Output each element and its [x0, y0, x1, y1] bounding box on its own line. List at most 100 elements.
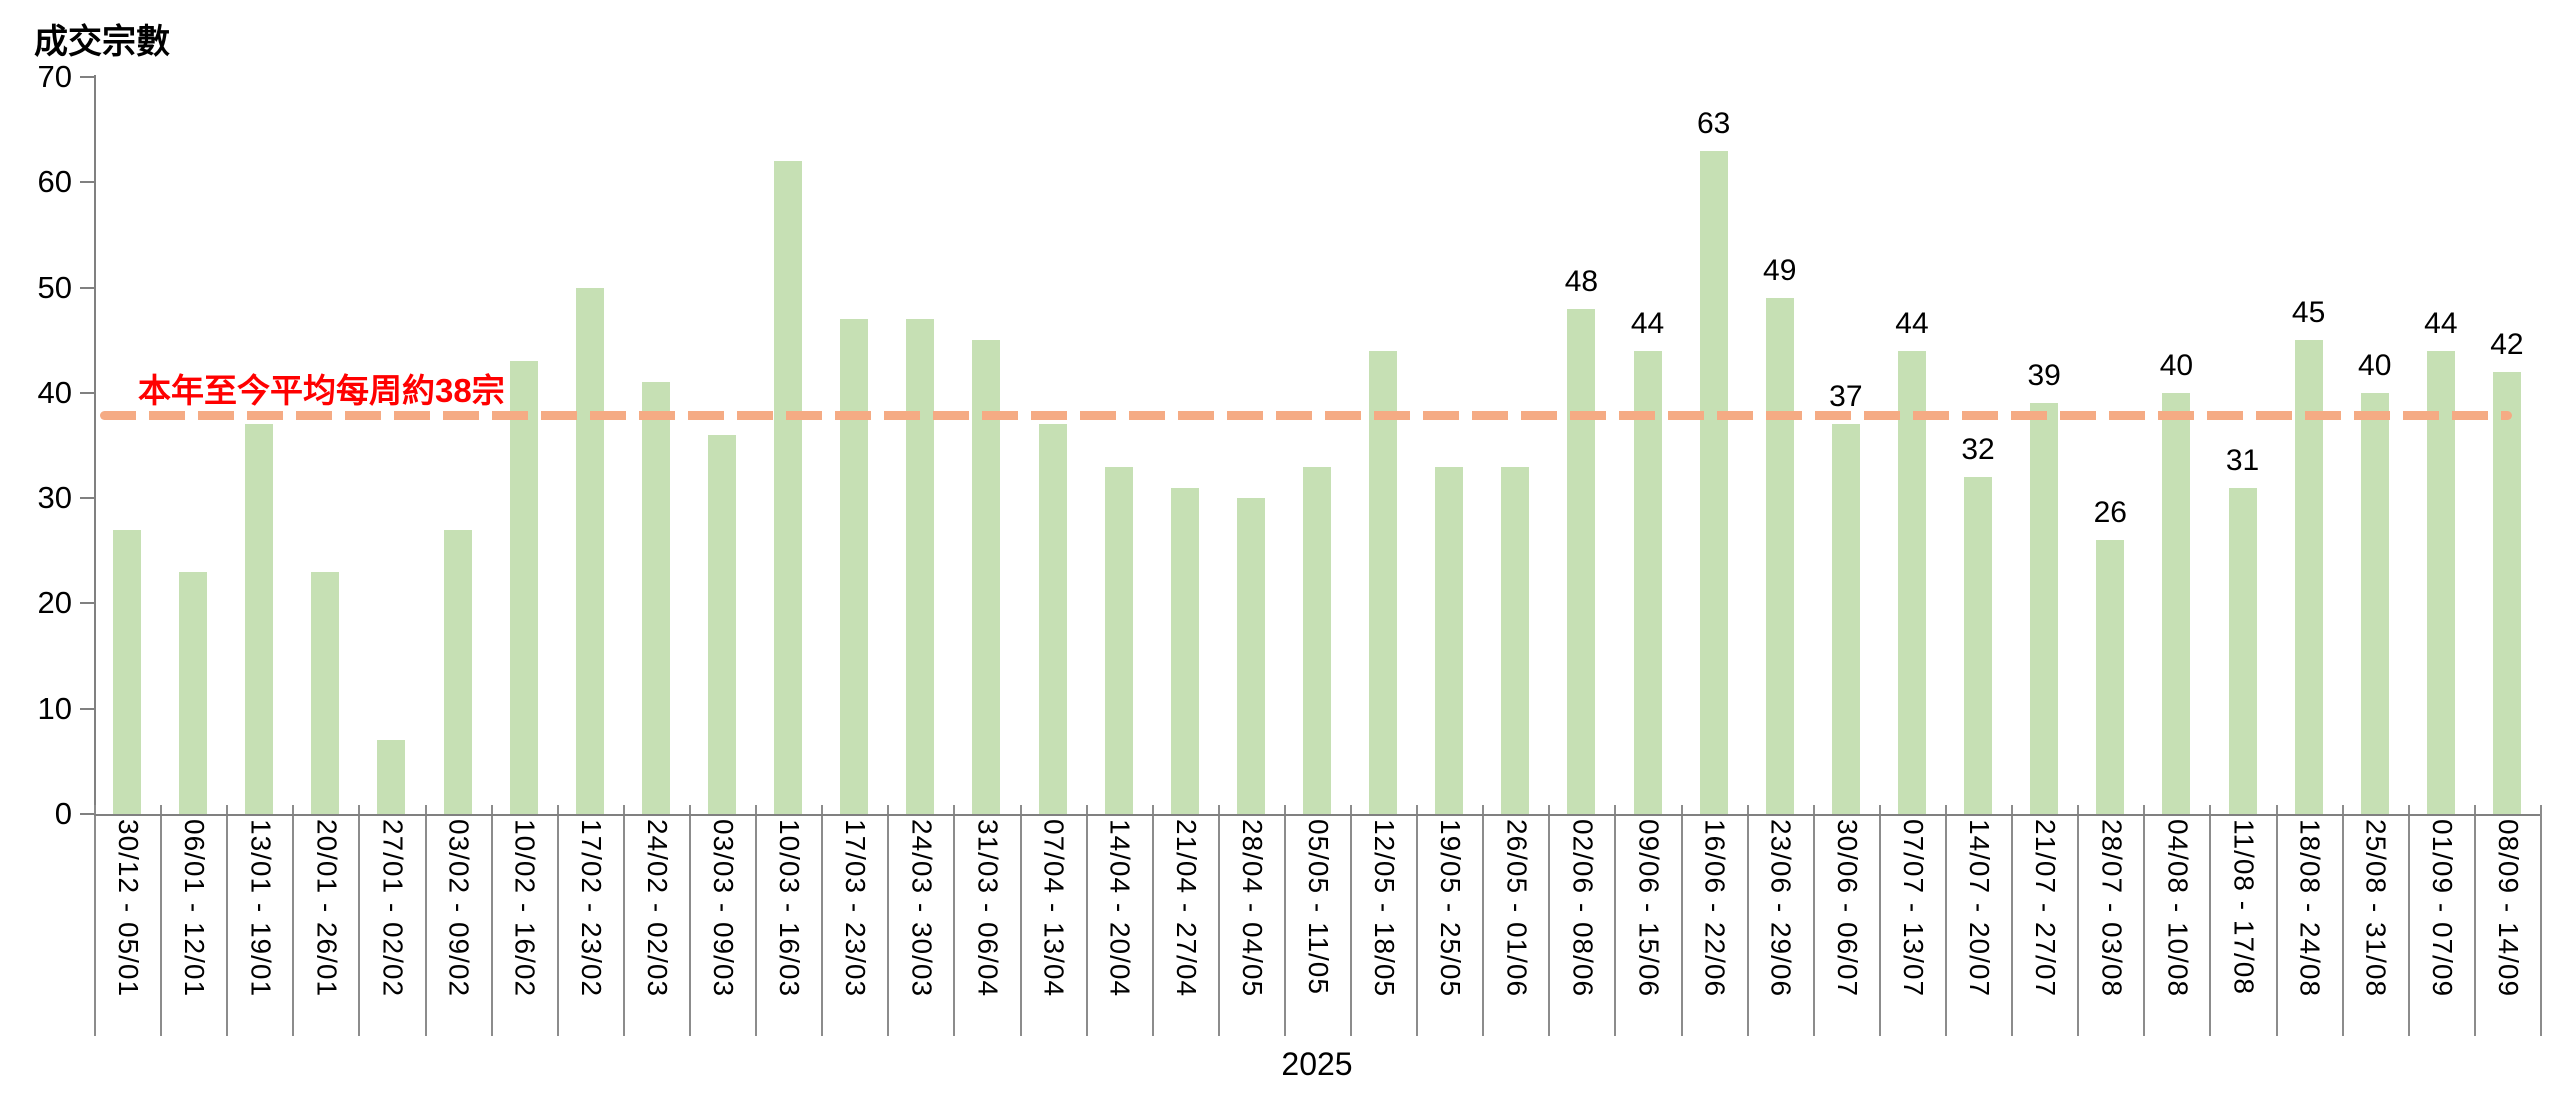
x-axis-category-cell: 08/09 - 14/09 [2473, 805, 2540, 1036]
x-axis-category-cell: 23/06 - 29/06 [1746, 805, 1813, 1036]
x-axis-category-label: 07/07 - 13/07 [1897, 819, 1929, 998]
x-axis-category-cell: 13/01 - 19/01 [226, 805, 292, 1036]
bar [311, 571, 340, 814]
x-axis-category-cell: 21/04 - 27/04 [1151, 805, 1218, 1036]
bar [1038, 424, 1067, 814]
bar [906, 319, 935, 814]
x-axis-category-label: 18/08 - 24/08 [2294, 819, 2326, 998]
x-axis-category-cell: 25/08 - 31/08 [2341, 805, 2408, 1036]
y-axis-tick-label: 30 [37, 480, 72, 516]
x-axis-category-label: 24/02 - 02/03 [641, 819, 673, 998]
bar [1170, 487, 1199, 814]
x-axis-category-label: 31/03 - 06/04 [972, 819, 1004, 998]
x-axis-category-cell: 27/01 - 02/02 [358, 805, 424, 1036]
x-axis-category-label: 25/08 - 31/08 [2360, 819, 2392, 998]
x-axis-category-label: 28/04 - 04/05 [1236, 819, 1268, 998]
x-axis-category-cell: 14/04 - 20/04 [1085, 805, 1152, 1036]
bar [1501, 466, 1530, 814]
y-axis-tick-label: 0 [54, 796, 72, 831]
x-axis-category-cell: 12/05 - 18/05 [1350, 805, 1416, 1036]
x-axis-category-cell: 03/02 - 09/02 [424, 805, 491, 1036]
bar [840, 319, 869, 814]
x-axis-category-cell: 14/07 - 20/07 [1945, 805, 2011, 1036]
bar [1435, 466, 1464, 814]
bar [2096, 540, 2125, 814]
x-axis-category-label: 09/06 - 15/06 [1633, 819, 1665, 998]
y-axis-tick-label: 10 [37, 690, 72, 726]
y-axis-tick [80, 707, 95, 710]
bar-value-label: 44 [1630, 306, 1665, 340]
x-axis-category-cell: 17/02 - 23/02 [556, 805, 623, 1036]
x-axis-category-cell: 05/05 - 11/05 [1283, 805, 1350, 1036]
bar [1897, 350, 1926, 814]
x-axis-category-cell: 31/03 - 06/04 [953, 805, 1019, 1036]
bar-value-label: 37 [1829, 380, 1863, 414]
bar [2030, 403, 2059, 814]
bar-value-label: 40 [2358, 348, 2392, 382]
y-axis-tick [80, 602, 95, 605]
bar [2162, 392, 2191, 814]
bar [1567, 308, 1596, 814]
x-axis-category-label: 10/03 - 16/03 [774, 819, 806, 998]
bar [1831, 424, 1860, 814]
x-axis-category-cell: 24/02 - 02/03 [622, 805, 689, 1036]
bar-value-label: 48 [1564, 264, 1599, 298]
bar [1369, 350, 1398, 814]
bar [443, 529, 472, 814]
bar-value-label: 63 [1696, 106, 1731, 140]
x-axis-category-cell: 28/04 - 04/05 [1217, 805, 1284, 1036]
x-axis-category-cell: 02/06 - 08/06 [1548, 805, 1614, 1036]
bar-value-label: 49 [1763, 254, 1797, 288]
bar-value-label: 31 [2225, 443, 2260, 477]
x-axis-category-label: 20/01 - 26/01 [311, 819, 343, 998]
x-axis-category-cell: 16/06 - 22/06 [1680, 805, 1747, 1036]
x-axis-category-label: 01/09 - 07/09 [2426, 819, 2458, 998]
x-axis-category-cell: 18/08 - 24/08 [2275, 805, 2342, 1036]
x-axis-category-label: 14/04 - 20/04 [1104, 819, 1136, 998]
bar [1699, 150, 1728, 814]
x-axis-category-cell: 17/03 - 23/03 [821, 805, 887, 1036]
x-axis-category-cell: 30/06 - 06/07 [1812, 805, 1879, 1036]
x-axis-category-cell: 11/08 - 17/08 [2209, 805, 2275, 1036]
x-axis-category-label: 14/07 - 20/07 [1964, 819, 1996, 998]
x-axis-category-label: 30/06 - 06/07 [1831, 819, 1863, 998]
x-axis-category-label: 17/03 - 23/03 [840, 819, 872, 998]
x-axis-category-label: 26/05 - 01/06 [1501, 819, 1533, 998]
bar [575, 287, 604, 814]
bar [245, 424, 274, 814]
x-axis-category-cell: 10/03 - 16/03 [755, 805, 821, 1036]
x-axis-category-label: 21/07 - 27/07 [2030, 819, 2062, 998]
x-axis-category-cell: 06/01 - 12/01 [160, 805, 226, 1036]
bar [1303, 466, 1331, 814]
x-axis-category-label: 11/08 - 17/08 [2228, 819, 2260, 995]
bar-value-label: 45 [2291, 296, 2326, 330]
bar [1104, 466, 1133, 814]
bar-value-label: 26 [2093, 496, 2127, 530]
x-axis-category-cell: 01/09 - 07/09 [2407, 805, 2474, 1036]
bar [2492, 371, 2521, 814]
x-axis-category-cell: 07/04 - 13/04 [1019, 805, 1086, 1036]
bar [1236, 498, 1265, 814]
x-axis-category-label: 02/06 - 08/06 [1567, 819, 1599, 998]
x-axis-category-cell: 26/05 - 01/06 [1482, 805, 1548, 1036]
x-axis-category-cell: 24/03 - 30/03 [887, 805, 953, 1036]
x-axis-category-label: 27/01 - 02/02 [377, 819, 409, 998]
bar [377, 740, 406, 814]
x-axis-category-cell: 20/01 - 26/01 [292, 805, 358, 1036]
x-axis-category-cell: 19/05 - 25/05 [1416, 805, 1482, 1036]
x-axis-category-cell: 21/07 - 27/07 [2011, 805, 2077, 1036]
x-axis-category-cell: 30/12 - 05/01 [94, 805, 160, 1036]
y-axis-tick [80, 181, 95, 184]
y-axis-tick-label: 50 [37, 269, 72, 305]
x-axis-category-label: 03/02 - 09/02 [443, 819, 475, 998]
bar-value-label: 39 [2027, 359, 2061, 393]
average-line-label: 本年至今平均每周約38宗 [138, 372, 505, 409]
bar [774, 161, 803, 814]
x-axis-category-label: 24/03 - 30/03 [906, 819, 938, 998]
bar [1964, 477, 1993, 814]
bar-value-label: 44 [1895, 306, 1929, 340]
bar [1633, 350, 1662, 814]
x-axis-category-label: 28/07 - 03/08 [2096, 819, 2128, 998]
x-axis-year-label: 2025 [1281, 1046, 1353, 1082]
